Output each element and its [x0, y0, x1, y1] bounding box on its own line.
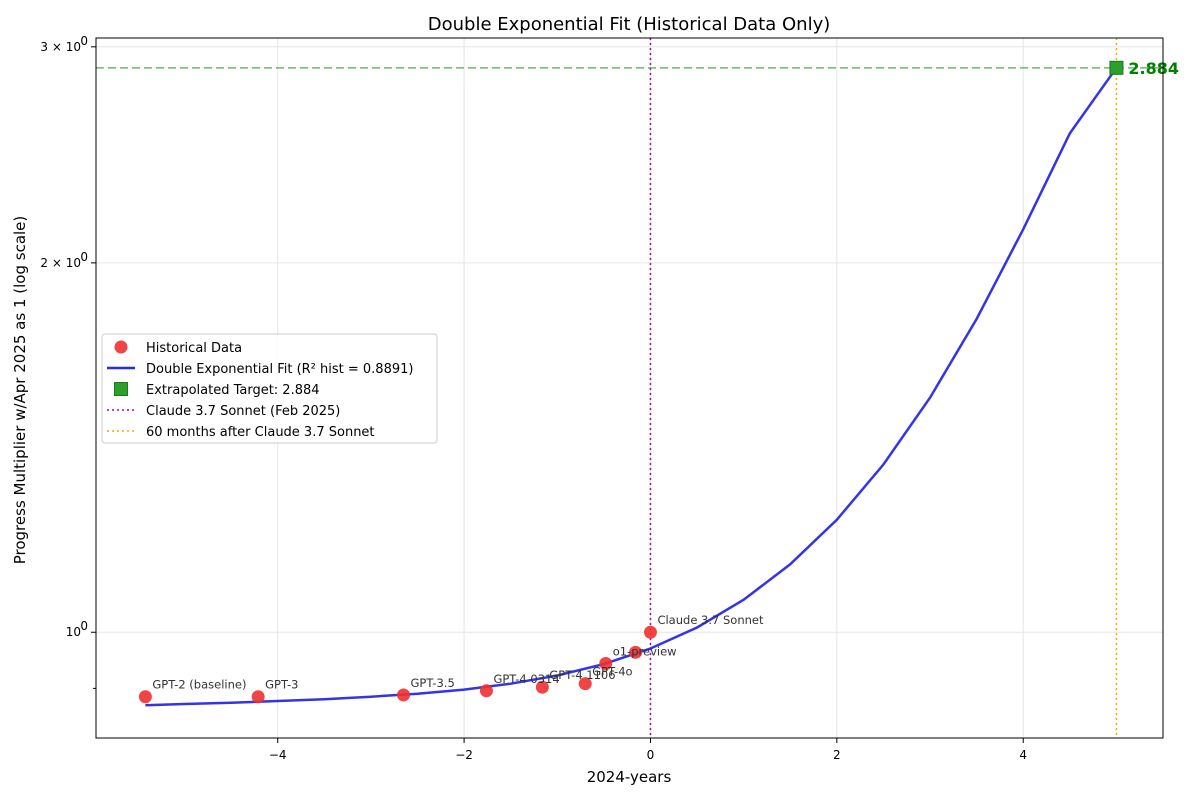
- x-axis-title: 2024-years: [587, 768, 672, 786]
- plot-frame: [95, 37, 1164, 739]
- y-tick-label: 10: [66, 625, 81, 639]
- legend-box: [101, 333, 438, 444]
- data-point-label: GPT-3.5: [411, 676, 455, 690]
- reference-lines: [96, 38, 1163, 738]
- data-point: [599, 657, 613, 671]
- chart-title: Double Exponential Fit (Historical Data …: [428, 14, 831, 35]
- fit-curve: [145, 67, 1118, 707]
- data-point-label: GPT-3: [265, 678, 298, 692]
- target-layer: 2.884: [1109, 59, 1179, 78]
- y-tick-exponent: 0: [80, 619, 88, 633]
- x-tick-label: 4: [1019, 748, 1027, 762]
- x-tick-label: −2: [455, 748, 473, 762]
- legend-marker: [114, 382, 128, 396]
- data-point-label: Claude 3.7 Sonnet: [657, 613, 764, 627]
- legend-label: Extrapolated Target: 2.884: [146, 383, 320, 398]
- data-point-label: o1-preview: [613, 645, 677, 659]
- data-point: [479, 684, 493, 698]
- legend: Historical Data Double Exponential Fit (R…: [101, 333, 438, 444]
- legend-label: Claude 3.7 Sonnet (Feb 2025): [146, 404, 340, 419]
- legend-label: Historical Data: [146, 341, 242, 356]
- y-tick-exponent: 0: [80, 250, 88, 264]
- data-point: [643, 625, 657, 639]
- fit-curve-layer: [145, 67, 1118, 707]
- data-point: [251, 690, 265, 704]
- data-point-label: GPT-4 1106: [549, 668, 615, 682]
- data-point-label: GPT-4 0314: [493, 672, 559, 686]
- data-point: [397, 688, 411, 702]
- target-value-label: 2.884: [1128, 59, 1179, 78]
- legend-label: Double Exponential Fit (R² hist = 0.8891…: [146, 362, 413, 377]
- data-point-label: GPT-4o: [592, 665, 632, 679]
- y-tick-exponent: 0: [80, 34, 88, 48]
- data-point: [535, 680, 549, 694]
- x-axis: −4 −2 0 2 4: [269, 738, 1027, 762]
- y-axis-title: Progress Multiplier w/Apr 2025 as 1 (log…: [11, 216, 29, 565]
- y-tick-label: 3 × 10: [40, 40, 81, 54]
- legend-marker: [114, 340, 128, 354]
- x-tick-label: −4: [269, 748, 287, 762]
- y-axis: 10 02 × 10 03 × 10 0: [40, 34, 96, 689]
- data-point: [578, 677, 592, 691]
- x-tick-label: 2: [833, 748, 841, 762]
- target-marker: [1109, 60, 1124, 75]
- y-tick-label: 2 × 10: [40, 256, 81, 270]
- data-point-label: GPT-2 (baseline): [152, 678, 246, 692]
- point-labels: GPT-2 (baseline) GPT-3 GPT-3.5 GPT-4 0314GP…: [152, 613, 764, 692]
- x-tick-label: 0: [647, 748, 655, 762]
- data-point: [138, 690, 152, 704]
- scatter-layer: [138, 625, 657, 704]
- legend-label: 60 months after Claude 3.7 Sonnet: [146, 425, 375, 440]
- data-point: [629, 645, 643, 659]
